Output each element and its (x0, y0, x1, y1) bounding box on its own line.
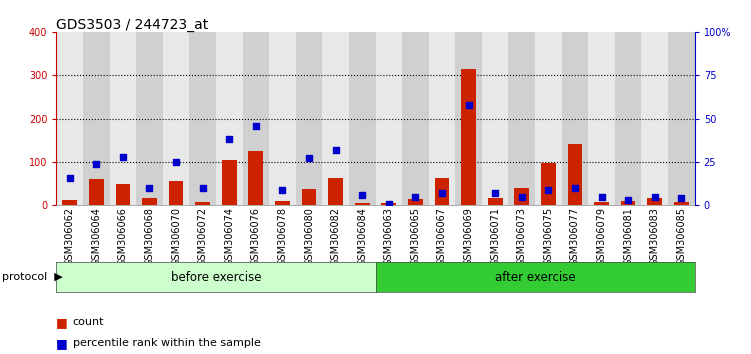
Point (170, 159, 182, 165)
Bar (455, 32, 482, 205)
Bar (482, 32, 508, 205)
Text: protocol  ▶: protocol ▶ (2, 272, 62, 282)
Bar (195, 202, 210, 205)
Bar (541, 163, 556, 205)
Point (649, 194, 661, 200)
Point (489, 190, 501, 196)
Text: GDS3503 / 244723_at: GDS3503 / 244723_at (56, 18, 209, 32)
Bar (568, 144, 582, 205)
Bar (296, 32, 322, 205)
Bar (110, 32, 136, 205)
Bar (62, 200, 77, 205)
Bar (249, 151, 263, 205)
Point (303, 156, 315, 161)
Bar (408, 199, 423, 205)
Bar (594, 202, 609, 205)
Text: after exercise: after exercise (495, 270, 575, 284)
Text: ■: ■ (56, 337, 68, 350)
Bar (302, 189, 316, 205)
Bar (243, 32, 269, 205)
Point (90, 161, 102, 166)
Bar (402, 32, 429, 205)
Bar (89, 179, 104, 205)
Point (143, 185, 155, 191)
Point (64, 175, 76, 181)
Point (596, 194, 608, 200)
Point (356, 192, 368, 198)
Point (436, 190, 448, 196)
Bar (83, 32, 110, 205)
Bar (189, 32, 216, 205)
Point (675, 195, 687, 201)
Bar (169, 181, 183, 205)
Bar (328, 178, 343, 205)
Point (250, 123, 262, 129)
Bar (349, 32, 376, 205)
Bar (588, 32, 615, 205)
Bar (142, 198, 157, 205)
Text: count: count (73, 317, 104, 327)
Text: percentile rank within the sample: percentile rank within the sample (73, 338, 261, 348)
Point (276, 187, 288, 193)
Bar (461, 69, 476, 205)
Bar (621, 201, 635, 205)
Point (197, 185, 209, 191)
Bar (116, 184, 130, 205)
Bar (222, 160, 237, 205)
Bar (514, 188, 529, 205)
Point (622, 197, 634, 203)
Point (330, 147, 342, 153)
Point (409, 194, 421, 200)
Bar (355, 203, 369, 205)
Bar (163, 32, 189, 205)
Bar (382, 203, 396, 205)
Point (542, 187, 554, 193)
Point (569, 185, 581, 191)
Bar (275, 201, 290, 205)
Point (463, 102, 475, 108)
Bar (562, 32, 588, 205)
Point (383, 201, 395, 206)
Bar (429, 32, 455, 205)
Bar (322, 32, 349, 205)
Bar (376, 32, 402, 205)
Bar (535, 32, 562, 205)
Bar (615, 32, 641, 205)
Bar (668, 32, 695, 205)
Bar (136, 32, 163, 205)
Text: ■: ■ (56, 316, 68, 329)
Point (117, 154, 129, 160)
Text: before exercise: before exercise (170, 270, 261, 284)
Bar (269, 32, 296, 205)
Bar (647, 198, 662, 205)
Bar (674, 202, 689, 205)
Bar (435, 178, 449, 205)
Bar (641, 32, 668, 205)
Point (516, 194, 528, 200)
Bar (488, 198, 502, 205)
Bar (216, 32, 243, 205)
Point (223, 137, 235, 142)
Bar (508, 32, 535, 205)
Bar (56, 32, 83, 205)
